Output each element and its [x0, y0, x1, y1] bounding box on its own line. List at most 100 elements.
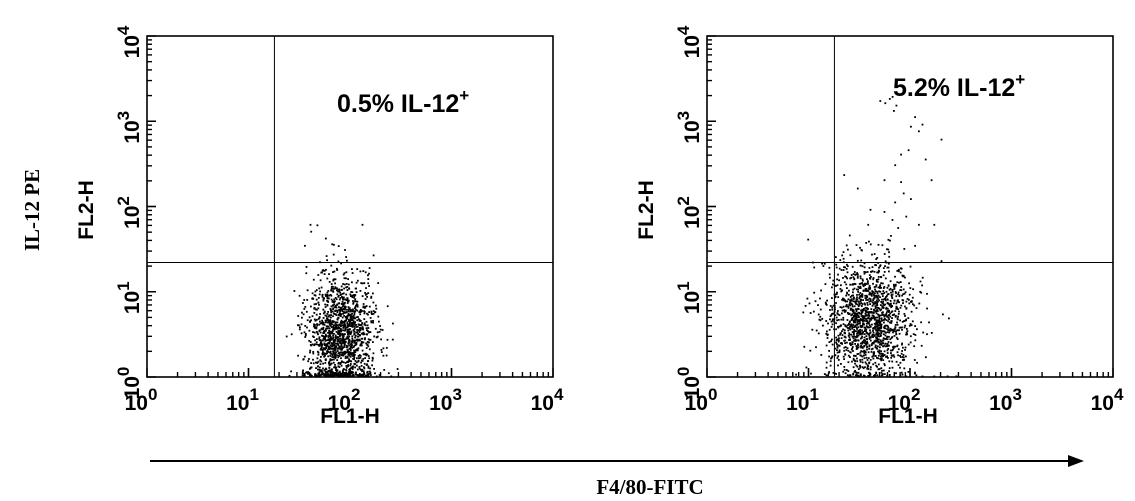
event-dot — [350, 291, 353, 293]
event-dot — [877, 278, 880, 281]
event-dot — [849, 254, 852, 257]
event-dot — [849, 277, 852, 280]
event-dot — [319, 363, 322, 365]
event-dot — [886, 301, 889, 304]
event-dot — [870, 311, 873, 314]
event-dot — [876, 302, 878, 305]
event-dot — [843, 281, 846, 284]
event-dot — [319, 290, 321, 293]
event-dot — [305, 272, 308, 275]
event-dot — [827, 322, 829, 325]
event-dot — [879, 309, 882, 312]
event-dot — [867, 280, 869, 283]
event-dot — [327, 311, 329, 313]
event-dot — [341, 301, 344, 303]
event-dot — [359, 320, 362, 322]
event-dot — [869, 368, 872, 371]
event-dot — [372, 357, 374, 360]
event-dot — [851, 317, 853, 320]
event-dot — [842, 370, 845, 373]
event-dot — [367, 330, 369, 332]
event-dot — [902, 192, 905, 195]
event-dot — [369, 331, 372, 333]
event-dot — [889, 315, 892, 318]
event-dot — [305, 310, 308, 313]
event-dot — [899, 356, 902, 358]
event-dot — [861, 278, 864, 281]
event-dot — [304, 336, 307, 338]
event-dot — [314, 327, 316, 329]
y-tick-base: 10 — [121, 291, 144, 314]
x-tick-base: 10 — [429, 392, 452, 415]
event-dot — [876, 310, 879, 312]
event-dot — [328, 327, 331, 330]
event-dot — [880, 329, 882, 332]
event-dot — [348, 331, 351, 334]
y-tick-base: 10 — [121, 206, 144, 229]
event-dot — [831, 355, 834, 358]
event-dot — [899, 366, 901, 369]
event-dot — [881, 330, 884, 333]
event-dot — [364, 324, 367, 327]
event-dot — [332, 332, 334, 335]
event-dot — [322, 362, 324, 365]
event-dot — [878, 368, 881, 370]
event-dot — [820, 354, 823, 356]
event-dot — [298, 294, 301, 297]
event-dot — [881, 244, 884, 247]
event-dot — [875, 280, 878, 283]
event-dot — [868, 315, 871, 317]
event-dot — [859, 300, 862, 303]
event-dot — [828, 355, 830, 358]
event-dot — [318, 336, 321, 339]
event-dot — [877, 341, 880, 344]
event-dot — [852, 357, 855, 360]
event-dot — [334, 309, 337, 312]
y-axis-title: IL-12 PE — [20, 169, 44, 251]
event-dot — [882, 313, 885, 316]
event-dot — [896, 323, 899, 326]
event-dot — [353, 310, 355, 313]
event-dot — [349, 363, 352, 365]
event-dot — [822, 265, 825, 267]
event-dot — [905, 331, 908, 334]
event-dot — [355, 300, 358, 303]
event-dot — [836, 312, 839, 314]
event-dot — [832, 372, 835, 374]
event-dot — [311, 343, 314, 346]
event-dot — [866, 367, 869, 370]
event-dot — [890, 352, 892, 354]
event-dot — [312, 351, 315, 353]
event-dot — [827, 372, 830, 375]
event-dot — [332, 253, 335, 256]
event-dot — [843, 298, 845, 301]
event-dot — [382, 354, 385, 357]
event-dot — [846, 291, 848, 294]
event-dot — [843, 174, 846, 176]
event-dot — [861, 335, 863, 338]
event-dot — [852, 373, 854, 376]
event-dot — [839, 259, 842, 261]
event-dot — [842, 318, 845, 321]
event-dot — [315, 327, 318, 330]
event-dot — [851, 347, 854, 350]
event-dot — [879, 314, 882, 317]
event-dot — [356, 319, 359, 322]
event-dot — [843, 366, 846, 368]
event-dot — [818, 318, 821, 321]
event-dot — [350, 322, 353, 324]
event-dot — [878, 320, 881, 323]
event-dot — [862, 374, 865, 377]
event-dot — [342, 336, 345, 339]
event-dot — [868, 284, 871, 287]
event-dot — [844, 346, 847, 348]
event-dot — [367, 282, 370, 285]
event-dot — [946, 375, 949, 378]
event-dot — [908, 282, 910, 285]
event-dot — [817, 313, 820, 316]
event-dot — [900, 153, 902, 156]
event-dot — [346, 348, 349, 351]
event-dot — [332, 300, 335, 303]
event-dot — [365, 320, 368, 323]
event-dot — [362, 328, 364, 331]
